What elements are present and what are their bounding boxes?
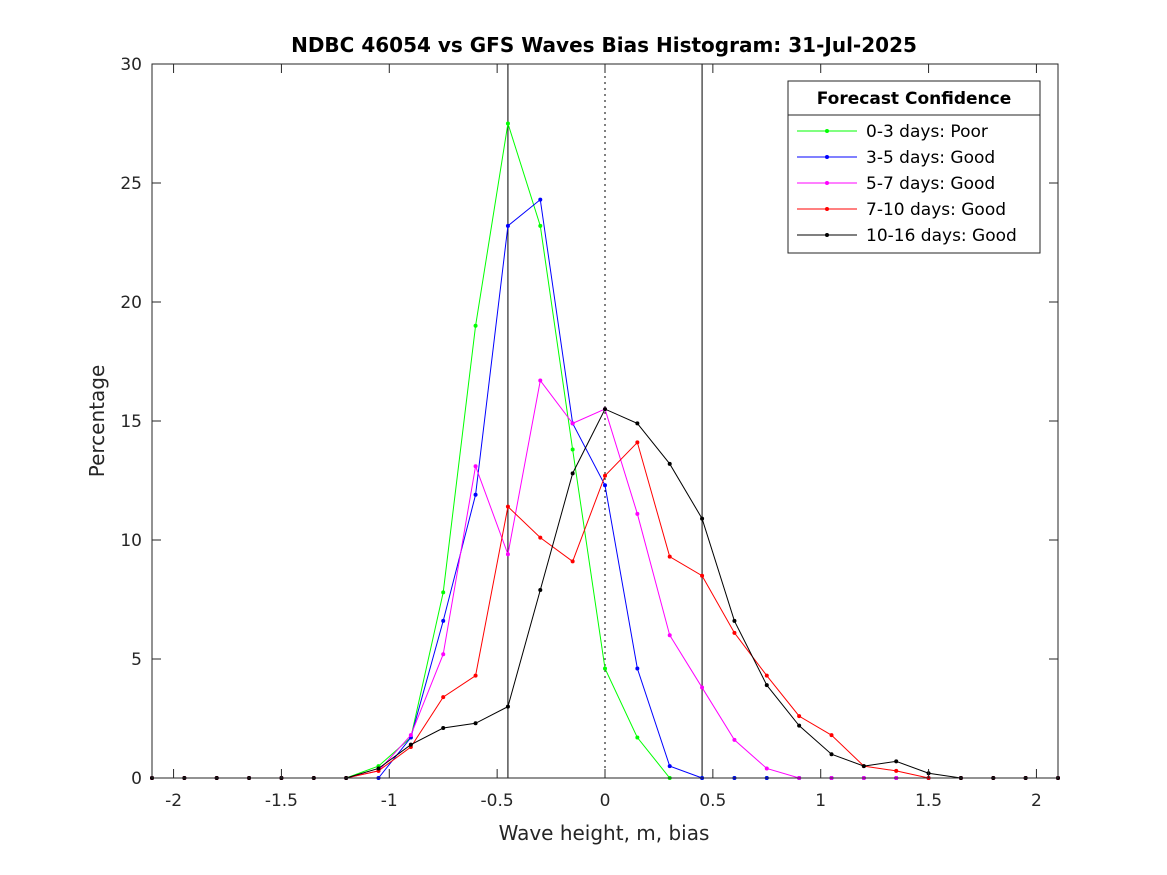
legend-swatch-marker: [825, 155, 829, 159]
data-point: [829, 733, 834, 738]
data-point: [473, 721, 478, 726]
data-point: [635, 440, 640, 445]
x-axis-label: Wave height, m, bias: [499, 821, 710, 845]
x-tick-label: 0.5: [699, 791, 726, 811]
data-point: [505, 121, 510, 126]
data-point: [505, 552, 510, 557]
data-point: [505, 223, 510, 228]
legend-entry-5-7-days-good: 5-7 days: Good: [866, 174, 995, 194]
data-point: [570, 447, 575, 452]
data-point: [538, 197, 543, 202]
data-point: [861, 764, 866, 769]
data-point: [441, 652, 446, 657]
x-tick-label: -1: [381, 791, 398, 811]
data-point: [570, 471, 575, 476]
data-point: [700, 516, 705, 521]
data-point: [635, 735, 640, 740]
data-point: [732, 737, 737, 742]
x-tick-label: 1.5: [915, 791, 942, 811]
data-point: [667, 764, 672, 769]
data-point: [538, 535, 543, 540]
x-ticks: -2 -1.5 -1 -0.5 0 0.5 1 1.5 2: [165, 64, 1042, 811]
x-tick-label: -2: [165, 791, 182, 811]
y-tick-label: 25: [120, 174, 142, 194]
chart-title: NDBC 46054 vs GFS Waves Bias Histogram: …: [291, 33, 917, 57]
data-point: [505, 704, 510, 709]
legend-swatch-marker: [825, 233, 829, 237]
data-point: [441, 726, 446, 731]
x-tick-label: 0: [600, 791, 611, 811]
data-point: [441, 618, 446, 623]
data-point: [667, 461, 672, 466]
reference-lines: [507, 64, 703, 778]
data-point: [473, 492, 478, 497]
data-point: [894, 768, 899, 773]
x-tick-label: 1: [815, 791, 826, 811]
data-point: [667, 633, 672, 638]
data-point: [797, 723, 802, 728]
data-point: [570, 421, 575, 426]
data-point: [570, 559, 575, 564]
data-point: [894, 759, 899, 764]
data-point: [764, 683, 769, 688]
legend-entry-10-16-days-good: 10-16 days: Good: [866, 226, 1017, 246]
legend-swatch-marker: [825, 129, 829, 133]
data-point: [635, 666, 640, 671]
data-point: [538, 378, 543, 383]
data-point: [603, 483, 607, 488]
data-point: [538, 223, 543, 228]
y-ticks: 0 5 10 15 20 25 30: [120, 55, 1058, 789]
legend-swatch-marker: [825, 181, 829, 185]
y-tick-label: 15: [120, 412, 142, 432]
data-point: [603, 666, 607, 671]
x-tick-label: 2: [1031, 791, 1042, 811]
data-point: [764, 766, 769, 771]
data-point: [505, 504, 510, 509]
data-point: [473, 323, 478, 328]
data-point: [667, 554, 672, 559]
data-point: [764, 673, 769, 678]
legend: Forecast Confidence 0-3 days: Poor 3-5 da…: [787, 80, 1041, 254]
data-point: [441, 590, 446, 595]
data-point: [797, 714, 802, 719]
series-3-5-days-good: [150, 197, 1060, 780]
data-point: [635, 511, 640, 516]
y-tick-label: 10: [120, 531, 142, 551]
x-tick-label: -1.5: [265, 791, 298, 811]
data-point: [441, 695, 446, 700]
data-point: [829, 752, 834, 757]
legend-entry-0-3-days-poor: 0-3 days: Poor: [866, 122, 988, 142]
data-point: [700, 573, 705, 578]
y-axis-label: Percentage: [85, 365, 109, 478]
legend-box: [787, 80, 1041, 254]
data-point: [473, 464, 478, 469]
x-tick-label: -0.5: [481, 791, 514, 811]
data-point: [700, 685, 705, 690]
data-point: [538, 587, 543, 592]
y-tick-label: 30: [120, 55, 142, 75]
data-point: [408, 742, 413, 747]
y-tick-label: 0: [131, 769, 142, 789]
data-point: [408, 733, 413, 738]
data-point: [732, 618, 737, 623]
data-point: [473, 673, 478, 678]
legend-swatch-marker: [825, 207, 829, 211]
data-point: [603, 407, 607, 412]
data-point: [635, 421, 640, 426]
y-tick-label: 5: [131, 650, 142, 670]
data-point: [376, 766, 381, 771]
legend-entry-7-10-days-good: 7-10 days: Good: [866, 200, 1006, 220]
data-point: [603, 473, 607, 478]
legend-title: Forecast Confidence: [817, 89, 1012, 109]
data-point: [732, 630, 737, 635]
y-tick-label: 20: [120, 293, 142, 313]
legend-entry-3-5-days-good: 3-5 days: Good: [866, 148, 995, 168]
